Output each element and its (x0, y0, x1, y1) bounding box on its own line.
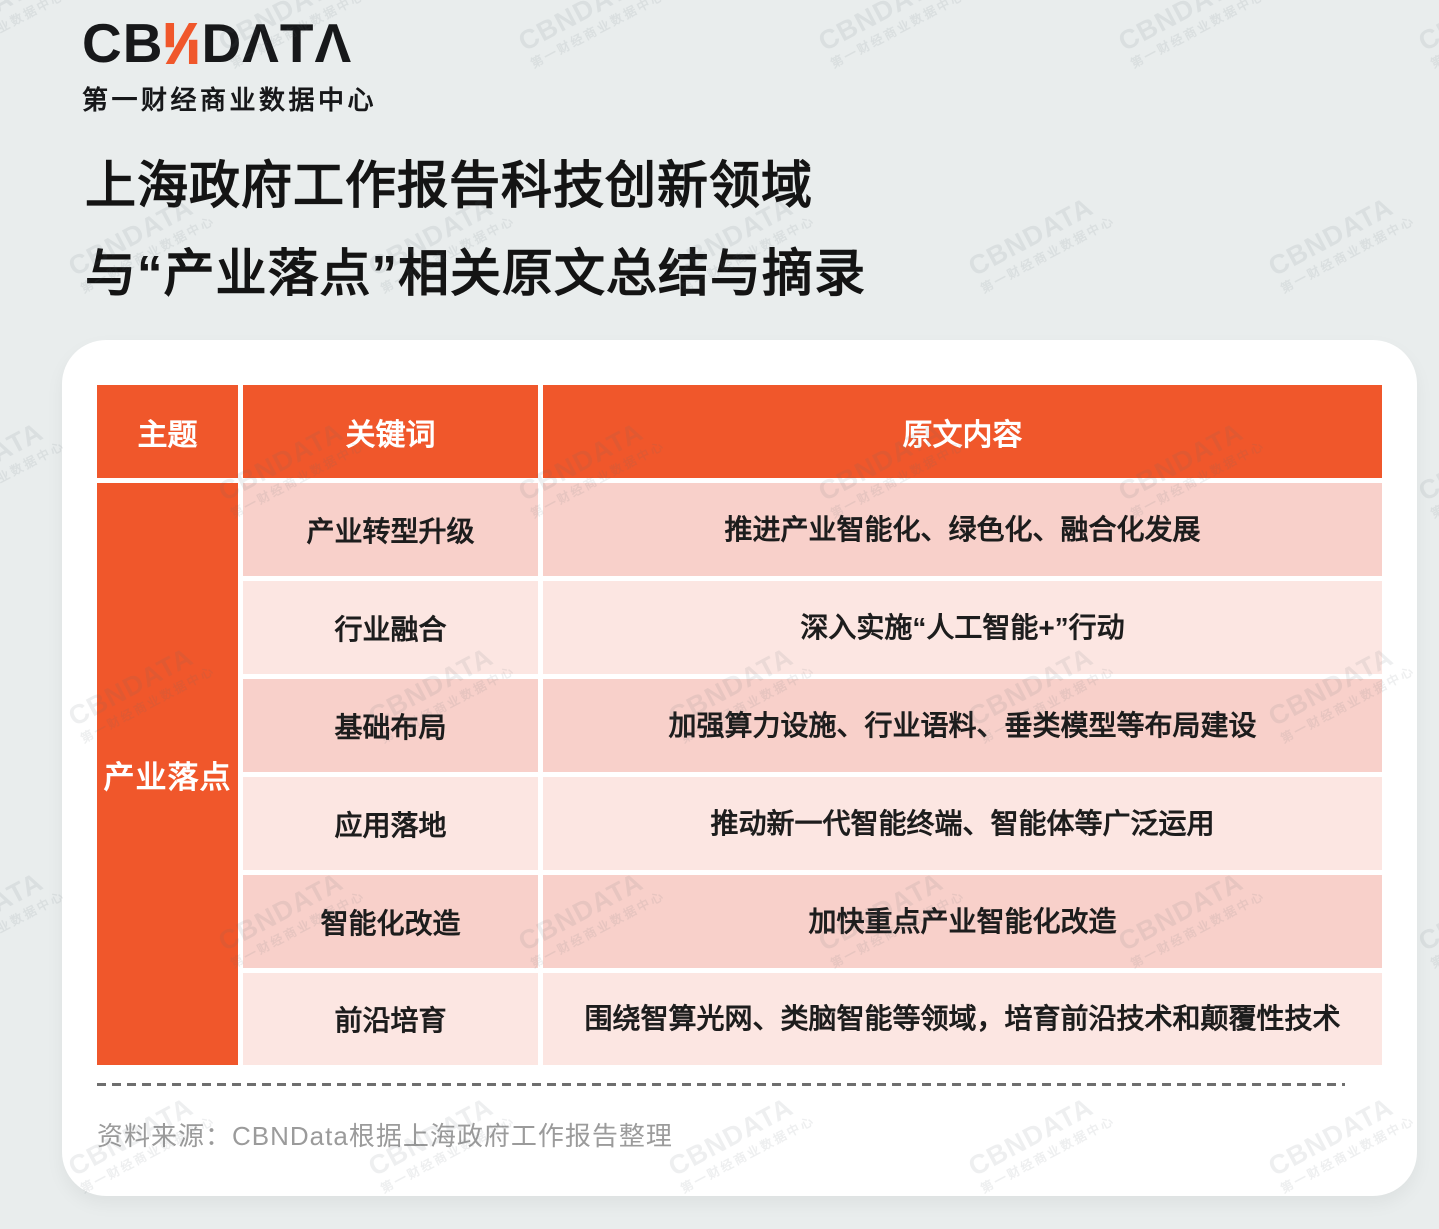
keyword-cell: 产业转型升级 (243, 483, 538, 576)
watermark-text: CBNDATA (513, 0, 649, 57)
watermark-text: CBNDATA (1413, 0, 1439, 57)
watermark-subtext: 第一财经商业数据中心 (1278, 213, 1418, 296)
page-title-line2: 与“产业落点”相关原文总结与摘录 (85, 245, 867, 302)
logo-cb-text: CB (82, 12, 164, 74)
keyword-cell: 行业融合 (243, 581, 538, 674)
content-cell: 加强算力设施、行业语料、垂类模型等布局建设 (543, 679, 1382, 772)
table-header-content: 原文内容 (543, 385, 1382, 478)
content-cell: 加快重点产业智能化改造 (543, 875, 1382, 968)
page-title-line1: 上海政府工作报告科技创新领域 (85, 157, 814, 214)
logo-n-icon (166, 23, 198, 64)
logo-wordmark: CB DΛTΛ (82, 16, 377, 71)
dashed-divider (97, 1083, 1345, 1086)
theme-cell: 产业落点 (97, 483, 238, 1065)
logo-data-text: DΛTΛ (201, 12, 353, 74)
table-header-theme: 主题 (97, 385, 238, 478)
content-cell: 推进产业智能化、绿色化、融合化发展 (543, 483, 1382, 576)
content-cell: 深入实施“人工智能+”行动 (543, 581, 1382, 674)
cbndata-logo: CB DΛTΛ 第一财经商业数据中心 (82, 16, 377, 117)
summary-table: 主题 关键词 原文内容 产业落点 产业转型升级 推进产业智能化、绿色化、融合化发… (97, 385, 1382, 1065)
watermark-subtext: 第一财经商业数据中心 (1428, 888, 1439, 971)
keyword-cell: 前沿培育 (243, 973, 538, 1065)
table-header-keyword: 关键词 (243, 385, 538, 478)
watermark-subtext: 第一财经商业数据中心 (1428, 0, 1439, 71)
logo-subtitle: 第一财经商业数据中心 (82, 85, 378, 115)
page-title: 上海政府工作报告科技创新领域 与“产业落点”相关原文总结与摘录 (85, 142, 1285, 318)
watermark-subtext: 第一财经商业数据中心 (1428, 438, 1439, 521)
watermark-text: CBNDATA (813, 0, 949, 57)
watermark-text: CBNDATA (1413, 866, 1439, 957)
watermark-text: CBNDATA (1113, 0, 1249, 57)
keyword-cell: 基础布局 (243, 679, 538, 772)
source-note: 资料来源：CBNData根据上海政府工作报告整理 (97, 1121, 673, 1151)
content-cell: 推动新一代智能终端、智能体等广泛运用 (543, 777, 1382, 870)
content-cell: 围绕智算光网、类脑智能等领域，培育前沿技术和颠覆性技术 (543, 973, 1382, 1065)
content-card: 主题 关键词 原文内容 产业落点 产业转型升级 推进产业智能化、绿色化、融合化发… (62, 340, 1417, 1196)
watermark-subtext: 第一财经商业数据中心 (528, 0, 668, 71)
watermark-subtext: 第一财经商业数据中心 (828, 0, 968, 71)
watermark-subtext: 第一财经商业数据中心 (1128, 0, 1268, 71)
keyword-cell: 应用落地 (243, 777, 538, 870)
watermark-text: CBNDATA (1263, 191, 1399, 282)
watermark-text: CBNDATA (1413, 416, 1439, 507)
keyword-cell: 智能化改造 (243, 875, 538, 968)
